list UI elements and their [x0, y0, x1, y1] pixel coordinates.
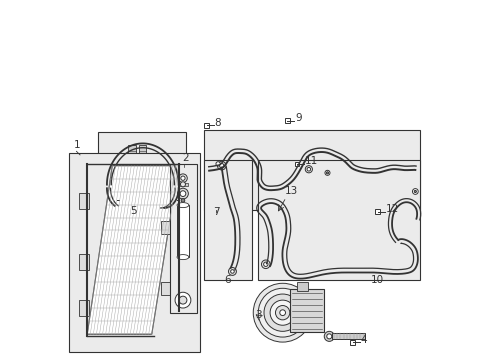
- Text: 1: 1: [74, 140, 80, 150]
- Circle shape: [111, 200, 114, 203]
- Bar: [177, 205, 189, 257]
- Circle shape: [228, 267, 236, 275]
- Circle shape: [410, 171, 416, 176]
- Circle shape: [175, 292, 191, 308]
- Bar: [128, 145, 136, 155]
- Circle shape: [218, 161, 226, 170]
- Bar: [69, 153, 200, 352]
- Circle shape: [214, 176, 219, 181]
- Circle shape: [258, 288, 307, 337]
- Bar: [204, 130, 420, 211]
- Circle shape: [262, 260, 270, 269]
- Text: 4: 4: [361, 335, 367, 345]
- Bar: [204, 123, 209, 128]
- Bar: [178, 183, 188, 186]
- Circle shape: [220, 163, 224, 168]
- Circle shape: [253, 283, 312, 342]
- Circle shape: [270, 300, 295, 325]
- Bar: [290, 289, 324, 332]
- Bar: [161, 221, 170, 234]
- Bar: [350, 340, 355, 345]
- Circle shape: [275, 306, 290, 320]
- Ellipse shape: [177, 203, 189, 208]
- Bar: [294, 162, 299, 166]
- Ellipse shape: [177, 255, 189, 260]
- Circle shape: [181, 176, 185, 180]
- Circle shape: [107, 196, 116, 205]
- Text: 3: 3: [255, 310, 261, 320]
- Circle shape: [262, 187, 268, 193]
- Circle shape: [413, 189, 418, 194]
- Text: 7: 7: [213, 207, 220, 217]
- Circle shape: [208, 167, 214, 172]
- Circle shape: [326, 172, 329, 174]
- Text: 5: 5: [130, 206, 137, 216]
- Bar: [139, 145, 147, 155]
- Text: 8: 8: [215, 118, 221, 128]
- Circle shape: [180, 191, 186, 197]
- Circle shape: [180, 182, 186, 187]
- Bar: [332, 333, 365, 339]
- Bar: [161, 282, 170, 295]
- Circle shape: [168, 196, 176, 204]
- Text: 13: 13: [285, 186, 298, 196]
- Circle shape: [411, 168, 415, 172]
- Circle shape: [177, 188, 188, 199]
- Circle shape: [324, 331, 334, 341]
- Bar: [297, 282, 308, 291]
- Bar: [375, 209, 380, 214]
- Bar: [170, 164, 196, 313]
- Bar: [204, 160, 252, 280]
- Circle shape: [280, 310, 286, 316]
- Circle shape: [179, 174, 187, 183]
- Bar: [79, 253, 89, 270]
- Circle shape: [307, 167, 311, 171]
- Text: 11: 11: [305, 156, 318, 166]
- Text: 9: 9: [295, 113, 302, 123]
- Circle shape: [216, 162, 220, 166]
- Circle shape: [409, 166, 417, 174]
- Text: 6: 6: [224, 275, 231, 285]
- Bar: [98, 132, 186, 211]
- Circle shape: [206, 165, 216, 175]
- Bar: [258, 160, 420, 280]
- Bar: [279, 187, 284, 192]
- Circle shape: [414, 190, 416, 193]
- Circle shape: [305, 166, 313, 173]
- Bar: [79, 193, 89, 209]
- Circle shape: [213, 171, 220, 178]
- Circle shape: [325, 170, 330, 175]
- Circle shape: [179, 296, 187, 304]
- Circle shape: [109, 198, 114, 203]
- Circle shape: [264, 262, 268, 266]
- Circle shape: [171, 198, 174, 202]
- Text: 12: 12: [386, 204, 399, 214]
- Text: 2: 2: [182, 153, 189, 163]
- Text: 10: 10: [371, 275, 384, 285]
- Circle shape: [181, 199, 185, 202]
- Circle shape: [264, 294, 301, 331]
- Circle shape: [231, 270, 234, 273]
- Polygon shape: [87, 166, 179, 334]
- Bar: [79, 300, 89, 316]
- Bar: [285, 118, 290, 123]
- Circle shape: [327, 334, 332, 339]
